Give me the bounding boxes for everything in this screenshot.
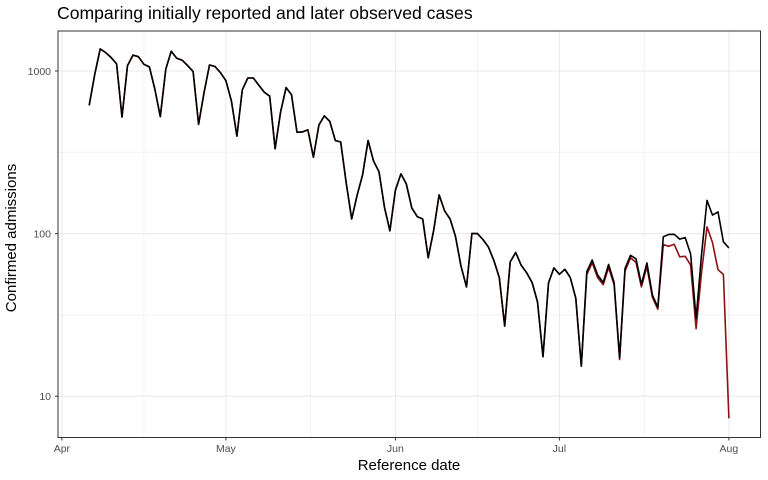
svg-text:1000: 1000 <box>28 66 52 78</box>
svg-text:Confirmed admissions: Confirmed admissions <box>3 164 20 312</box>
svg-text:Jun: Jun <box>387 443 404 455</box>
svg-text:10: 10 <box>39 391 51 403</box>
svg-text:Jul: Jul <box>553 443 566 455</box>
svg-text:Reference date: Reference date <box>358 457 461 474</box>
svg-text:Aug: Aug <box>720 443 739 455</box>
svg-text:Apr: Apr <box>54 443 71 455</box>
svg-text:Comparing initially reported a: Comparing initially reported and later o… <box>57 3 473 23</box>
svg-text:May: May <box>216 443 237 455</box>
svg-text:100: 100 <box>33 229 51 241</box>
